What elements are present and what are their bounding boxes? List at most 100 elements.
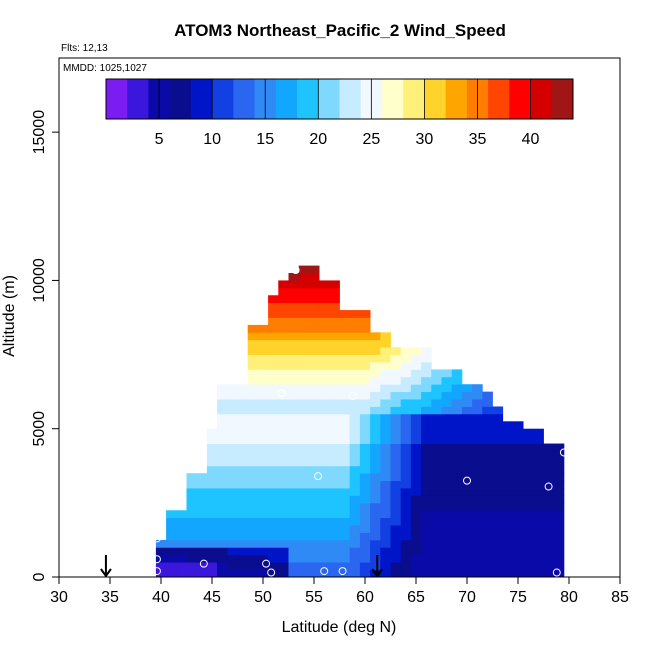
heatmap-cell bbox=[400, 562, 412, 570]
observation-point bbox=[152, 567, 161, 576]
heatmap-cell bbox=[329, 413, 340, 422]
heatmap-cell bbox=[533, 443, 544, 452]
heatmap-cell bbox=[257, 376, 269, 385]
heatmap-cell bbox=[278, 384, 289, 393]
heatmap-cell bbox=[359, 421, 371, 430]
heatmap-cell bbox=[380, 369, 391, 378]
heatmap-cell bbox=[400, 436, 412, 444]
heatmap-cell bbox=[319, 480, 330, 489]
heatmap-cell bbox=[166, 547, 177, 556]
heatmap-cell bbox=[298, 495, 310, 504]
heatmap-cell bbox=[288, 517, 300, 526]
heatmap-cell bbox=[278, 421, 289, 430]
heatmap-cell bbox=[227, 406, 238, 415]
flight-arrows bbox=[100, 555, 384, 578]
x-tick-label: 55 bbox=[305, 589, 323, 606]
heatmap-cell bbox=[196, 502, 208, 511]
heatmap-cell bbox=[298, 369, 310, 378]
heatmap-cell bbox=[166, 517, 177, 526]
heatmap-cell bbox=[553, 525, 565, 533]
heatmap-cell bbox=[339, 384, 351, 393]
heatmap-cell bbox=[329, 569, 340, 578]
heatmap-cell bbox=[543, 517, 555, 526]
heatmap-cell bbox=[319, 354, 330, 363]
heatmap-cell bbox=[349, 376, 361, 385]
heatmap-cell bbox=[206, 510, 218, 519]
heatmap-cell bbox=[196, 547, 208, 556]
heatmap-cell bbox=[359, 332, 371, 341]
heatmap-cell bbox=[523, 517, 534, 526]
heatmap-cell bbox=[298, 421, 310, 430]
heatmap-cell bbox=[482, 502, 493, 511]
heatmap-cell bbox=[298, 317, 310, 326]
heatmap-cell bbox=[217, 473, 228, 482]
heatmap-cell bbox=[492, 443, 504, 452]
heatmap-cell bbox=[492, 547, 504, 556]
heatmap-cell bbox=[492, 569, 504, 578]
heatmap-cell bbox=[492, 488, 504, 496]
heatmap-cell bbox=[359, 480, 371, 489]
heatmap-cell bbox=[359, 369, 371, 378]
heatmap-cell bbox=[288, 473, 300, 482]
heatmap-cell bbox=[268, 480, 279, 489]
heatmap-cell bbox=[492, 495, 504, 504]
colorbar-tick-label: 10 bbox=[203, 131, 221, 148]
heatmap-cell bbox=[492, 525, 504, 533]
heatmap-cell bbox=[370, 495, 381, 504]
heatmap-cell bbox=[329, 488, 340, 496]
heatmap-cell bbox=[349, 332, 361, 341]
heatmap-cell bbox=[359, 539, 371, 548]
heatmap-cell bbox=[512, 450, 524, 459]
heatmap-cell bbox=[370, 413, 381, 422]
heatmap-cell bbox=[278, 436, 289, 444]
heatmap-cell bbox=[380, 428, 391, 437]
heatmap-cell bbox=[308, 391, 320, 400]
heatmap-cell bbox=[268, 547, 279, 556]
heatmap-cell bbox=[227, 488, 238, 496]
heatmap-cell bbox=[390, 458, 402, 467]
flights-annotation: Flts: 12,13 bbox=[61, 43, 108, 54]
heatmap-cell bbox=[298, 361, 310, 370]
heatmap-cell bbox=[319, 510, 330, 519]
heatmap-cell bbox=[359, 502, 371, 511]
heatmap-cell bbox=[543, 562, 555, 570]
heatmap-cell bbox=[543, 488, 555, 496]
heatmap-cell bbox=[298, 480, 310, 489]
heatmap-cell bbox=[237, 458, 249, 467]
heatmap-cell bbox=[472, 450, 483, 459]
heatmap-cell bbox=[523, 436, 534, 444]
heatmap-cell bbox=[237, 488, 249, 496]
heatmap-cell bbox=[390, 421, 402, 430]
heatmap-cell bbox=[257, 569, 269, 578]
heatmap-cell bbox=[227, 428, 238, 437]
heatmap-cell bbox=[319, 391, 330, 400]
heatmap-cell bbox=[400, 539, 412, 548]
heatmap-cell bbox=[441, 391, 453, 400]
heatmap-cell bbox=[196, 517, 208, 526]
heatmap-cell bbox=[502, 450, 514, 459]
heatmap-cell bbox=[533, 436, 544, 444]
heatmap-cell bbox=[410, 458, 422, 467]
heatmap-cell bbox=[339, 502, 351, 511]
heatmap-cell bbox=[482, 421, 493, 430]
heatmap-cell bbox=[319, 310, 330, 318]
heatmap-cell bbox=[247, 347, 259, 355]
observation-point bbox=[559, 448, 568, 457]
heatmap-cell bbox=[400, 473, 412, 482]
heatmap-cell bbox=[339, 421, 351, 430]
heatmap-cell bbox=[359, 569, 371, 578]
heatmap-cell bbox=[247, 458, 259, 467]
heatmap-cell bbox=[431, 502, 442, 511]
heatmap-cell bbox=[523, 465, 534, 474]
heatmap-cell bbox=[319, 443, 330, 452]
heatmap-cell bbox=[390, 369, 402, 378]
heatmap-cell bbox=[512, 465, 524, 474]
heatmap-cell bbox=[523, 510, 534, 519]
heatmap-cell bbox=[380, 562, 391, 570]
heatmap-cell bbox=[400, 450, 412, 459]
heatmap-cell bbox=[359, 450, 371, 459]
heatmap-cell bbox=[257, 495, 269, 504]
heatmap-cell bbox=[380, 480, 391, 489]
heatmap-cell bbox=[319, 547, 330, 556]
heatmap-cell bbox=[257, 458, 269, 467]
